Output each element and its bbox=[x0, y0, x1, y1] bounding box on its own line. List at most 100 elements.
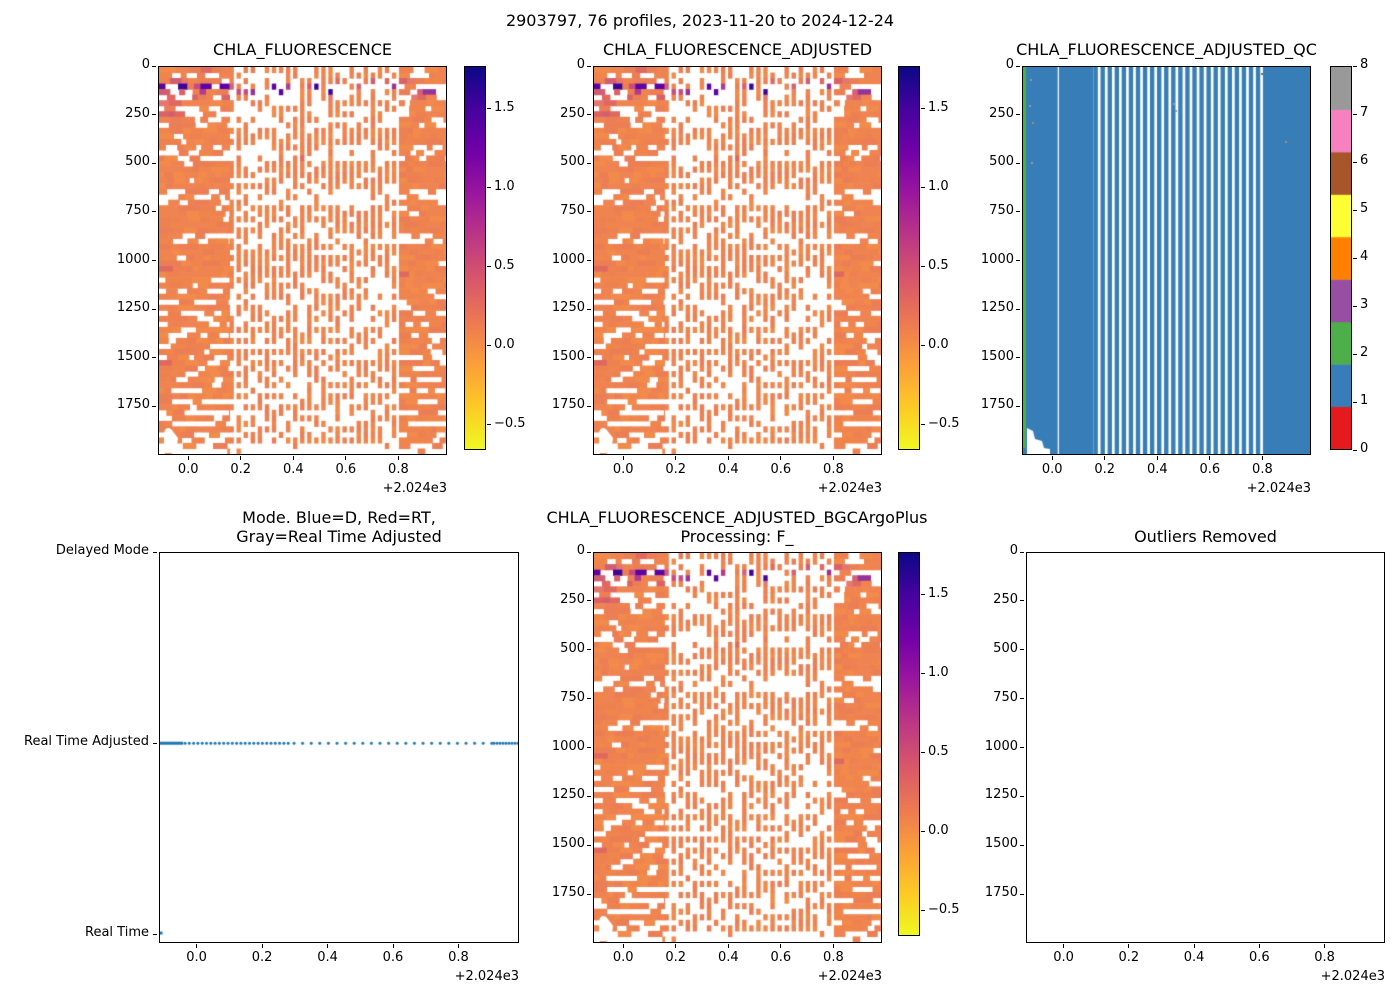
plot-chla-fluorescence bbox=[158, 66, 447, 455]
colorbar-tick-label: −0.5 bbox=[494, 415, 526, 431]
x-tick-label: 0.2 bbox=[1118, 950, 1140, 965]
colorbar-tick-label: 1.5 bbox=[928, 99, 949, 115]
y-tick-label: 1750 bbox=[984, 885, 1018, 901]
colorbar-tick-label: 0 bbox=[1360, 441, 1369, 456]
plot-chla-fluorescence-adjusted bbox=[593, 66, 882, 455]
x-tick bbox=[397, 456, 399, 460]
colorbar-tick bbox=[921, 594, 925, 596]
colorbar-tick bbox=[487, 108, 491, 110]
colorbar-tick-label: 2 bbox=[1360, 345, 1369, 360]
x-tick-label: 0.4 bbox=[717, 950, 739, 965]
x-tick-label: 0.4 bbox=[1146, 462, 1168, 477]
y-tick bbox=[587, 698, 591, 700]
colorbar-tick-label: 8 bbox=[1360, 57, 1369, 72]
colorbar-tick-label: 0.0 bbox=[494, 336, 515, 352]
colorbar-qc-flags bbox=[1330, 66, 1352, 450]
colorbar-tick bbox=[921, 345, 925, 347]
y-tick bbox=[587, 162, 591, 164]
x-tick bbox=[1051, 456, 1053, 460]
x-tick-label: 0.2 bbox=[665, 950, 687, 965]
x-tick-label: 0.6 bbox=[335, 462, 357, 477]
y-tick-label: 750 bbox=[560, 689, 585, 705]
x-tick bbox=[240, 456, 242, 460]
y-tick-label: 500 bbox=[989, 154, 1014, 170]
y-tick bbox=[152, 260, 156, 261]
y-tick-label: 0 bbox=[1005, 57, 1014, 72]
x-tick bbox=[292, 456, 294, 460]
plot-bgc-processed bbox=[593, 552, 882, 943]
colorbar-tick-label: 0.5 bbox=[928, 743, 949, 759]
x-tick bbox=[1324, 944, 1326, 948]
colorbar-tick-label: 1.0 bbox=[928, 178, 949, 194]
y-tick-label: 1500 bbox=[551, 836, 585, 852]
colorbar-tick-label: 7 bbox=[1360, 105, 1369, 120]
y-tick bbox=[587, 405, 591, 407]
x-tick-label: 0.0 bbox=[612, 462, 634, 477]
y-tick bbox=[587, 65, 591, 67]
colorbar-tick bbox=[921, 424, 925, 426]
mode-scatter bbox=[160, 553, 518, 942]
colorbar-tick-label: 1.0 bbox=[494, 178, 515, 194]
y-tick bbox=[587, 795, 591, 797]
colorbar-tick bbox=[1353, 449, 1357, 451]
title-chla-fluorescence-adjusted: CHLA_FLUORESCENCE_ADJUSTED bbox=[602, 40, 873, 59]
chla-fluorescence-adjusted-heatmap bbox=[594, 67, 881, 454]
title-chla-fluorescence-adjusted-qc: CHLA_FLUORESCENCE_ADJUSTED_QC bbox=[1016, 40, 1317, 59]
x-tick bbox=[1156, 456, 1158, 460]
y-tick-label: 500 bbox=[993, 640, 1018, 656]
title-mode-line1: Mode. Blue=D, Red=RT, bbox=[242, 508, 436, 527]
x-tick bbox=[327, 944, 329, 948]
colorbar-tick bbox=[487, 266, 491, 268]
x-tick bbox=[187, 456, 189, 460]
y-tick-label: 1500 bbox=[984, 836, 1018, 852]
x-tick bbox=[727, 456, 729, 460]
x-offset-label: +2.024e3 bbox=[454, 969, 519, 984]
x-tick-label: 0.8 bbox=[823, 462, 844, 477]
y-tick bbox=[587, 357, 591, 359]
y-tick bbox=[1020, 893, 1024, 895]
y-tick-label: Delayed Mode bbox=[55, 543, 149, 558]
y-tick bbox=[587, 260, 591, 261]
colorbar-tick bbox=[487, 345, 491, 347]
x-tick bbox=[832, 944, 834, 948]
y-tick-label: 500 bbox=[560, 154, 585, 170]
y-tick bbox=[1016, 211, 1020, 213]
x-tick-label: 0.2 bbox=[230, 462, 252, 477]
x-tick bbox=[196, 944, 198, 948]
y-tick-label: 1250 bbox=[551, 300, 585, 316]
colorbar-tick-label: 0.0 bbox=[928, 822, 949, 838]
y-tick bbox=[152, 162, 156, 164]
title-outliers-removed: Outliers Removed bbox=[1134, 527, 1277, 546]
y-tick bbox=[153, 551, 157, 553]
title-mode: Mode. Blue=D, Red=RT, Gray=Real Time Adj… bbox=[159, 508, 519, 546]
colorbar-tick-label: 4 bbox=[1360, 249, 1369, 264]
y-tick-label: 500 bbox=[560, 640, 585, 656]
y-tick-label: 1000 bbox=[116, 251, 150, 267]
x-tick-label: 0.0 bbox=[1041, 462, 1063, 477]
x-tick-label: 0.2 bbox=[251, 950, 273, 965]
y-tick bbox=[587, 844, 591, 846]
x-tick-label: 0.4 bbox=[717, 462, 739, 477]
x-tick bbox=[832, 456, 834, 460]
x-offset-label: +2.024e3 bbox=[382, 481, 447, 496]
y-tick-label: 1000 bbox=[551, 738, 585, 754]
y-tick-label: 1250 bbox=[551, 787, 585, 803]
plot-mode bbox=[159, 552, 519, 943]
y-tick-label: 0 bbox=[141, 57, 150, 72]
y-tick bbox=[153, 933, 157, 935]
colorbar-tick-label: 0.5 bbox=[928, 257, 949, 273]
x-tick-label: 0.6 bbox=[1249, 950, 1270, 965]
colorbar-tick bbox=[1353, 161, 1357, 163]
x-tick-label: 0.8 bbox=[1314, 950, 1335, 965]
colorbar-tick bbox=[1353, 353, 1357, 355]
x-tick bbox=[392, 944, 394, 948]
title-mode-line2: Gray=Real Time Adjusted bbox=[236, 527, 442, 546]
x-tick-label: 0.8 bbox=[823, 950, 844, 965]
colorbar-tick bbox=[1353, 113, 1357, 115]
x-tick bbox=[1104, 456, 1106, 460]
x-tick-label: 0.2 bbox=[665, 462, 687, 477]
x-tick bbox=[1209, 456, 1211, 460]
y-tick bbox=[1020, 649, 1024, 651]
x-tick bbox=[1128, 944, 1130, 948]
